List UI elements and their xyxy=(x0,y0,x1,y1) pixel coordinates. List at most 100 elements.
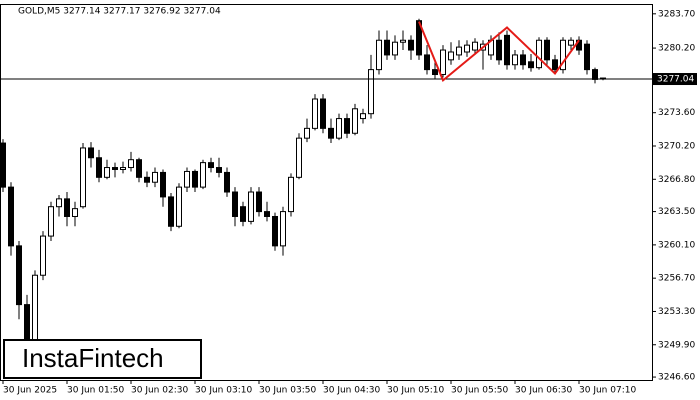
x-tick-label: 30 Jun 02:30 xyxy=(131,386,188,396)
candle-body xyxy=(584,43,590,71)
candle-body xyxy=(536,39,542,69)
x-tick-label: 30 Jun 03:50 xyxy=(259,386,316,396)
candle-body xyxy=(528,61,534,69)
x-tick-label: 30 Jun 05:50 xyxy=(451,386,508,396)
watermark: InstaFintech xyxy=(22,343,164,373)
candle-body xyxy=(176,186,182,227)
logo-box xyxy=(3,339,202,379)
x-tick-label: 30 Jun 01:50 xyxy=(67,386,124,396)
candle-body xyxy=(160,171,166,198)
candle-body xyxy=(256,191,262,213)
candle-body xyxy=(168,196,174,227)
candle-body xyxy=(288,176,294,213)
plot-frame xyxy=(0,4,653,381)
x-tick-label: 30 Jun 03:10 xyxy=(195,386,252,396)
candle-body xyxy=(424,54,430,71)
candle-body xyxy=(104,167,110,178)
y-tick-label: 3270.20 xyxy=(658,141,695,151)
candle-body xyxy=(456,46,462,56)
candle-body xyxy=(136,159,142,178)
candle-body xyxy=(472,41,478,51)
x-tick-label: 30 Jun 04:30 xyxy=(323,386,380,396)
y-tick-label: 3256.70 xyxy=(658,274,695,284)
candle-body xyxy=(320,98,326,129)
candle-body xyxy=(376,39,382,71)
candle-body xyxy=(40,235,46,276)
y-tick-label: 3260.10 xyxy=(658,240,695,250)
candle-body xyxy=(392,41,398,56)
candle-body xyxy=(240,206,246,222)
candle-body xyxy=(496,39,502,61)
candle-body xyxy=(552,59,558,71)
candle-body xyxy=(128,159,134,169)
y-tick-label: 3280.20 xyxy=(658,44,695,54)
candle-body xyxy=(520,54,526,66)
candle-body xyxy=(120,167,126,170)
candle-body xyxy=(312,98,318,129)
candle-body xyxy=(232,191,238,217)
candle-body xyxy=(192,170,198,188)
candle-body xyxy=(48,206,54,237)
candle-body xyxy=(72,208,78,217)
current-price-label: 3277.04 xyxy=(657,75,694,85)
y-tick-label: 3246.60 xyxy=(658,373,695,383)
candle-body xyxy=(512,54,518,66)
y-tick-label: 3249.90 xyxy=(658,340,695,350)
candle-body xyxy=(216,167,222,173)
y-tick-label: 3273.60 xyxy=(658,108,695,118)
candle-body xyxy=(80,147,86,208)
candle-body xyxy=(504,34,510,66)
candle-body xyxy=(448,51,454,61)
x-tick-label: 30 Jun 07:10 xyxy=(579,386,636,396)
y-tick-label: 3263.50 xyxy=(658,207,695,217)
x-tick-label: 30 Jun 2025 xyxy=(3,386,57,396)
pattern-line xyxy=(418,21,580,83)
candle-body xyxy=(544,39,550,61)
candle-body xyxy=(184,170,190,188)
candle-body xyxy=(64,198,70,217)
candle-body xyxy=(400,39,406,43)
candle-body xyxy=(360,113,366,120)
candle-body xyxy=(464,44,470,53)
candle-body xyxy=(296,137,302,178)
candle-body xyxy=(432,69,438,76)
candle-body xyxy=(344,118,350,134)
candle-body xyxy=(224,171,230,193)
chart-title: GOLD,M5 3277.14 3277.17 3276.92 3277.04 xyxy=(18,7,221,17)
candle-body xyxy=(560,39,566,71)
candle-body xyxy=(0,142,6,188)
candle-body xyxy=(272,215,278,247)
candle-body xyxy=(592,69,598,80)
candle-body xyxy=(568,39,574,46)
candle-body xyxy=(328,127,334,139)
candle-body xyxy=(8,186,14,247)
x-tick-label: 30 Jun 06:30 xyxy=(515,386,572,396)
candle-body xyxy=(88,147,94,159)
candle-body xyxy=(16,245,22,306)
candle-body xyxy=(96,157,102,178)
current-price-box xyxy=(653,73,697,86)
candle-body xyxy=(408,39,414,51)
candle-body xyxy=(264,211,270,217)
candle-body xyxy=(248,191,254,222)
x-tick-label: 30 Jun 05:10 xyxy=(387,386,444,396)
y-tick-label: 3266.80 xyxy=(658,175,695,185)
candle-body xyxy=(112,167,118,170)
candle-body xyxy=(200,162,206,188)
candle-body xyxy=(280,211,286,247)
y-tick-label: 3283.70 xyxy=(658,9,695,19)
candle-body xyxy=(56,198,62,208)
candle-body xyxy=(208,162,214,169)
candle-body xyxy=(304,127,310,139)
candle-body xyxy=(336,118,342,139)
candle-body xyxy=(440,49,446,76)
candle-body xyxy=(144,176,150,183)
y-tick-label: 3253.30 xyxy=(658,307,695,317)
candle-body xyxy=(384,39,390,56)
candle-body xyxy=(352,108,358,134)
candle-body xyxy=(416,20,422,56)
candle-body xyxy=(368,69,374,115)
candle-body xyxy=(152,171,158,183)
